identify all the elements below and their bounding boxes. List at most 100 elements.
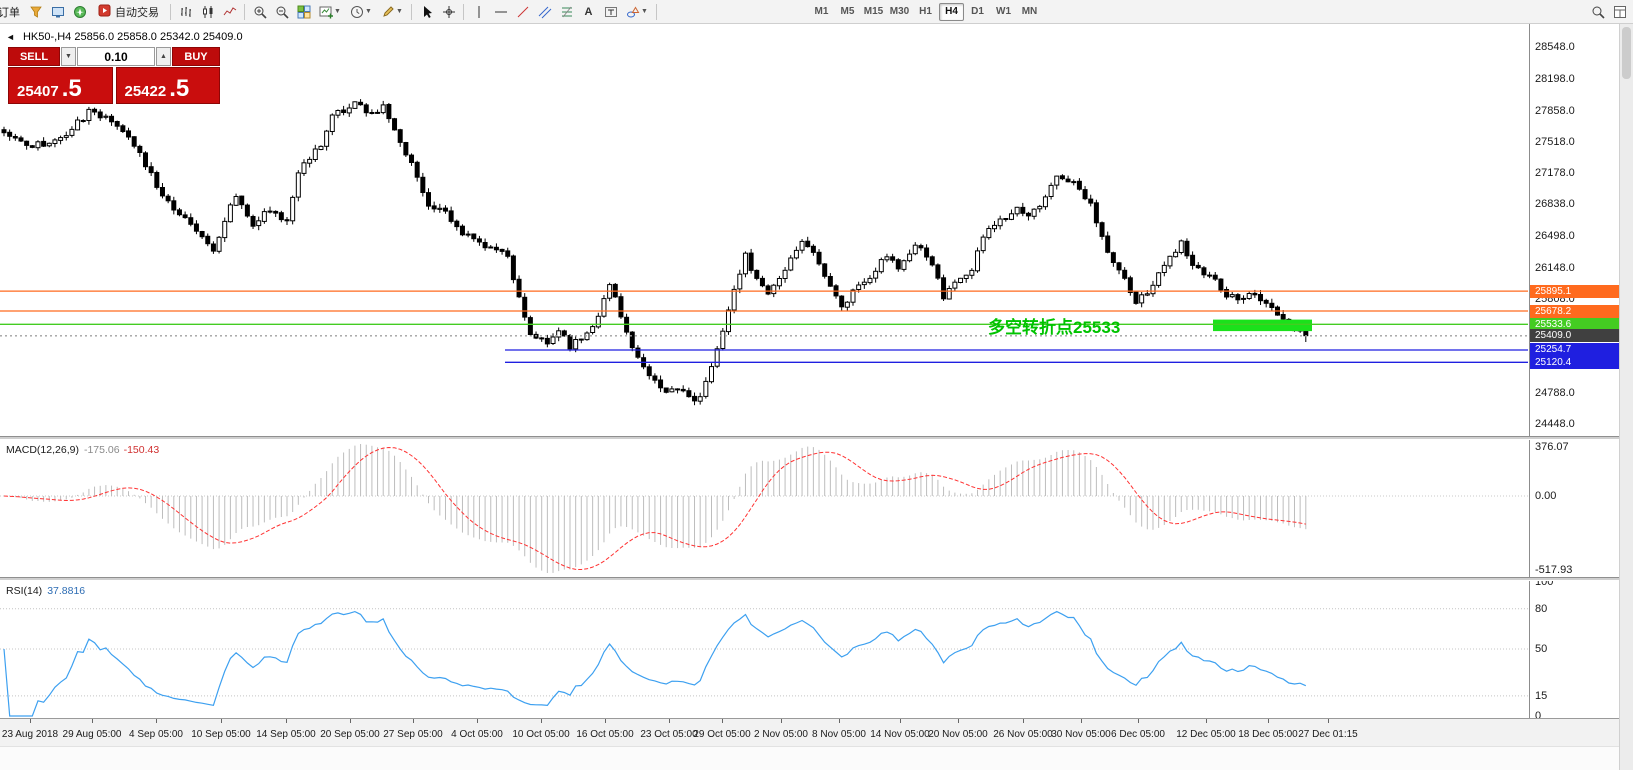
rsi-axis-label: 80: [1535, 603, 1548, 615]
chart-symbol-timeframe: HK50-,H4: [22, 31, 72, 43]
macd-axis-label: 376.07: [1535, 441, 1569, 453]
one-click-trading-panel: SELL ▼ ▲ BUY 25407 .5 25422 .5: [8, 47, 220, 104]
caret-down-icon: ▼: [334, 8, 341, 15]
timeframe-H1[interactable]: H1: [913, 3, 938, 21]
time-axis[interactable]: 23 Aug 2018 29 Aug 05:00 4 Sep 05:00 10 Sep…: [0, 718, 1633, 746]
volume-up-button[interactable]: ▲: [156, 47, 171, 66]
timeframe-D1[interactable]: D1: [965, 3, 990, 21]
search-icon[interactable]: [1587, 2, 1608, 22]
fibonacci-tool-icon[interactable]: [556, 2, 577, 22]
new-chart-icon[interactable]: ▼: [315, 2, 345, 22]
price-axis[interactable]: 28548.0 28198.0 27858.0 27518.0 27178.0 26838…: [1529, 24, 1619, 718]
scrollbar-thumb[interactable]: [1622, 27, 1631, 79]
highlight-rect: [1213, 319, 1312, 332]
line-chart-icon[interactable]: [219, 2, 240, 22]
text-tool-icon[interactable]: A: [584, 5, 593, 18]
candlestick-chart-icon[interactable]: [197, 2, 218, 22]
time-tick: [1023, 719, 1024, 723]
horizontal-line-tool-icon[interactable]: [490, 2, 511, 22]
volume-input[interactable]: [77, 47, 155, 66]
trade-panel-controls: SELL ▼ ▲ BUY: [8, 47, 220, 66]
macd-main-value: -175.06: [83, 444, 120, 456]
time-tick: [1206, 719, 1207, 723]
vertical-line-tool-icon[interactable]: [468, 2, 489, 22]
autotrade-label: 自动交易: [115, 6, 159, 19]
navigator-icon[interactable]: [69, 2, 90, 22]
time-tick: [1268, 719, 1269, 723]
data-window-icon[interactable]: [1609, 2, 1630, 22]
buy-button[interactable]: BUY: [172, 47, 220, 66]
sell-price-main: 25407: [17, 82, 59, 100]
autotrade-button[interactable]: 自动交易: [91, 2, 166, 22]
timeframe-M1[interactable]: M1: [809, 3, 834, 21]
rsi-panel-splitter[interactable]: [0, 577, 1619, 581]
timeframe-group: M1 M5 M15 M30 H1 H4 D1 W1 MN: [809, 2, 1042, 21]
time-tick: [781, 719, 782, 723]
channel-tool-icon[interactable]: [534, 2, 555, 22]
macd-name: MACD(12,26,9): [6, 444, 79, 456]
macd-panel-splitter[interactable]: [0, 436, 1619, 440]
time-axis-label: 6 Dec 05:00: [1111, 729, 1165, 740]
price-axis-label: 28198.0: [1535, 73, 1575, 85]
price-axis-label: 24448.0: [1535, 418, 1575, 430]
chart-canvas[interactable]: [0, 24, 1529, 718]
time-tick: [92, 719, 93, 723]
price-axis-label: 27178.0: [1535, 167, 1575, 179]
chart-region: ◄ HK50-,H4 25856.0 25858.0 25342.0 25409…: [0, 24, 1529, 718]
price-axis-label: 26498.0: [1535, 230, 1575, 242]
timeframe-M30[interactable]: M30: [887, 3, 912, 21]
time-tick: [839, 719, 840, 723]
tile-windows-icon[interactable]: [293, 2, 314, 22]
zoom-out-icon[interactable]: [271, 2, 292, 22]
collapse-arrow-icon[interactable]: ◄: [6, 32, 15, 42]
time-axis-label: 10 Sep 05:00: [191, 729, 251, 740]
vertical-scrollbar[interactable]: [1619, 24, 1633, 770]
timeframe-W1[interactable]: W1: [991, 3, 1016, 21]
label-tool-icon[interactable]: [600, 2, 621, 22]
rsi-indicator-label: RSI(14) 37.8816: [6, 585, 85, 597]
orders-label[interactable]: 订单: [0, 6, 20, 19]
sell-button[interactable]: SELL: [8, 47, 60, 66]
time-axis-label: 20 Nov 05:00: [928, 729, 988, 740]
macd-axis-label: -517.93: [1535, 564, 1573, 576]
toolbar-separator: [411, 3, 412, 20]
time-tick: [1328, 719, 1329, 723]
macd-indicator-label: MACD(12,26,9) -175.06 -150.43: [6, 444, 159, 456]
time-tick: [900, 719, 901, 723]
time-axis-label: 12 Dec 05:00: [1176, 729, 1236, 740]
toolbar-separator: [244, 3, 245, 20]
buy-price-display[interactable]: 25422 .5: [115, 67, 220, 104]
shapes-tool-icon[interactable]: ▼: [622, 2, 652, 22]
bar-chart-icon[interactable]: [175, 2, 196, 22]
candles-group: [1, 99, 1309, 406]
price-tag-25409.0: 25409.0: [1530, 329, 1619, 342]
price-axis-label: 24788.0: [1535, 387, 1575, 399]
time-axis-label: 20 Sep 05:00: [320, 729, 380, 740]
chart-annotation-text[interactable]: 多空转折点25533: [988, 318, 1121, 337]
time-axis-label: 29 Aug 05:00: [62, 729, 122, 740]
trade-panel-prices: 25407 .5 25422 .5: [8, 67, 220, 104]
cursor-icon[interactable]: [416, 2, 437, 22]
toolbar-separator: [170, 3, 171, 20]
price-tag-25533.6: 25533.6: [1530, 318, 1619, 331]
timeframe-MN[interactable]: MN: [1017, 3, 1042, 21]
periodicity-icon[interactable]: ▼: [346, 2, 376, 22]
timeframe-M15[interactable]: M15: [861, 3, 886, 21]
caret-down-icon: ▼: [365, 8, 372, 15]
time-axis-label: 27 Sep 05:00: [383, 729, 443, 740]
timeframe-M5[interactable]: M5: [835, 3, 860, 21]
sell-price-display[interactable]: 25407 .5: [8, 67, 113, 104]
volume-down-button[interactable]: ▼: [61, 47, 76, 66]
new-order-icon[interactable]: [25, 2, 46, 22]
bottom-filler: [0, 746, 1633, 770]
time-tick: [350, 719, 351, 723]
templates-icon[interactable]: ▼: [377, 2, 407, 22]
trendline-tool-icon[interactable]: [512, 2, 533, 22]
market-watch-icon[interactable]: [47, 2, 68, 22]
crosshair-icon[interactable]: [438, 2, 459, 22]
time-axis-label: 4 Oct 05:00: [451, 729, 503, 740]
timeframe-H4[interactable]: H4: [939, 2, 964, 21]
zoom-in-icon[interactable]: [249, 2, 270, 22]
time-axis-label: 4 Sep 05:00: [129, 729, 183, 740]
